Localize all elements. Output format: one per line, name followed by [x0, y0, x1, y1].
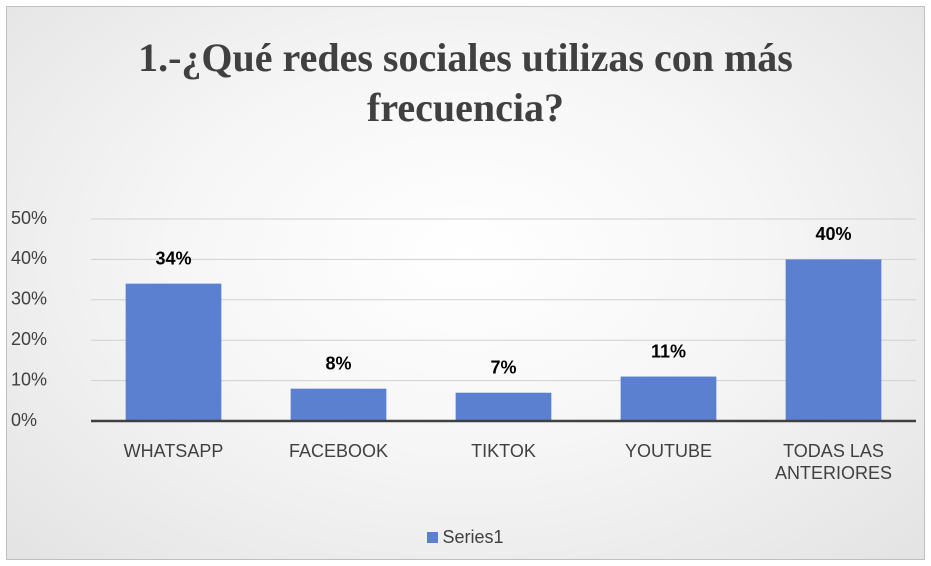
bar: [620, 376, 717, 421]
y-tick-label: 0%: [11, 410, 37, 430]
chart: 1.-¿Qué redes sociales utilizas con más …: [6, 6, 925, 560]
legend-item: Series1: [427, 527, 504, 547]
legend-label: Series1: [442, 527, 504, 547]
y-tick-label: 20%: [11, 329, 47, 349]
chart-title: 1.-¿Qué redes sociales utilizas con más …: [138, 35, 793, 130]
data-label: 7%: [490, 357, 516, 377]
x-tick-label: YOUTUBE: [624, 441, 712, 461]
data-label: 40%: [815, 224, 851, 244]
data-label: 34%: [155, 248, 191, 268]
y-tick-label: 40%: [11, 248, 47, 268]
bar: [125, 283, 222, 421]
y-tick-label: 10%: [11, 369, 47, 389]
x-tick-label: WHATSAPP: [123, 441, 224, 461]
bar: [785, 259, 882, 421]
data-label: 11%: [651, 341, 686, 361]
x-tick-label: FACEBOOK: [288, 441, 389, 461]
legend: Series1: [7, 527, 924, 548]
x-tick-label: TIKTOK: [471, 441, 536, 461]
y-tick-label: 50%: [11, 208, 47, 228]
bar: [290, 388, 387, 421]
legend-swatch: [427, 532, 439, 543]
data-label: 8%: [325, 353, 351, 373]
x-tick-label: TODAS LAS ANTERIORES: [774, 441, 893, 483]
y-tick-label: 30%: [11, 289, 47, 309]
plot: 0% 10% 20% 30% 40% 50% 34% 8% 7% 11% 40%: [11, 208, 916, 430]
bar: [455, 392, 552, 421]
